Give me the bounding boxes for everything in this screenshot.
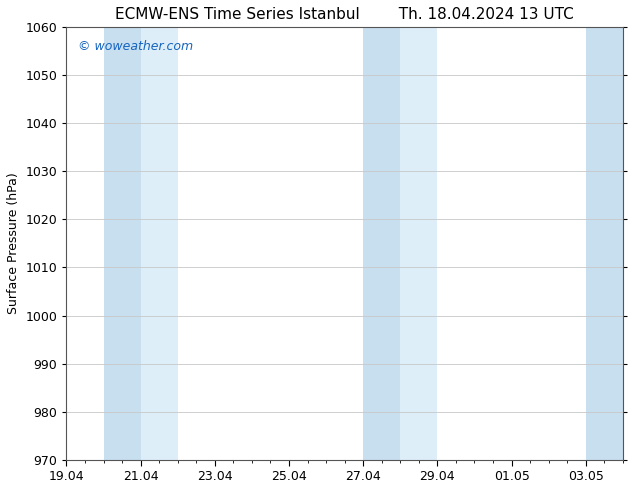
Bar: [400, 27, 437, 460]
Bar: [141, 27, 178, 460]
Bar: [103, 27, 141, 460]
Title: ECMW-ENS Time Series Istanbul        Th. 18.04.2024 13 UTC: ECMW-ENS Time Series Istanbul Th. 18.04.…: [115, 7, 574, 22]
Text: © woweather.com: © woweather.com: [77, 40, 193, 53]
Bar: [586, 27, 623, 460]
Bar: [363, 27, 400, 460]
Y-axis label: Surface Pressure (hPa): Surface Pressure (hPa): [7, 172, 20, 314]
